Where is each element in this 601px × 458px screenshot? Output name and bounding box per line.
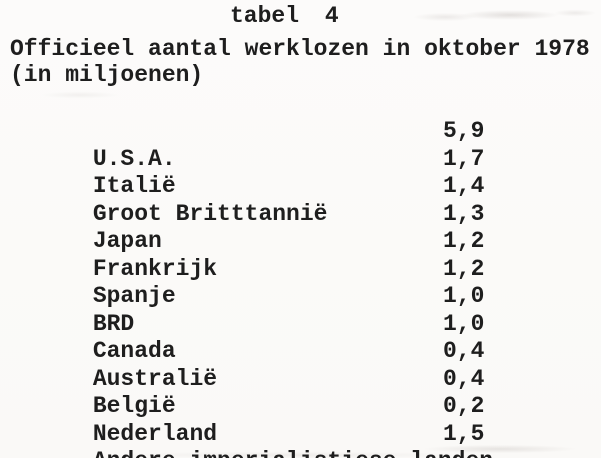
- country-cell: Groot Britttannië: [92, 200, 328, 227]
- table-row: Frankrijk 1,2: [10, 228, 591, 282]
- table-row: Canada 1,0: [10, 310, 591, 365]
- table-row: België 0,4: [10, 365, 591, 420]
- value-cell: 1,4: [443, 173, 485, 199]
- value-cell: 0,4: [443, 365, 485, 392]
- document-heading: Officieel aantal werklozen in oktober 19…: [10, 36, 590, 62]
- table-row: Spanje 1,2: [10, 255, 591, 310]
- value-cell: 1,5: [443, 420, 485, 447]
- country-cell: U.S.A.: [92, 145, 176, 172]
- country-cell: Andere imperialistiese landen: [93, 448, 493, 458]
- value-cell: 1,3: [443, 200, 485, 227]
- value-cell: 0,2: [443, 393, 485, 419]
- table-row: Groot Britttannië 1,4: [10, 173, 591, 227]
- country-cell: Nederland: [92, 420, 218, 447]
- value-cell: 5,9: [443, 118, 485, 144]
- table-row: Nederland 0,2: [10, 393, 591, 447]
- value-cell: 0,4: [443, 338, 485, 364]
- table-row: BRD 1,0: [10, 283, 591, 337]
- value-cell: 1,0: [443, 283, 485, 309]
- value-cell: 1,2: [443, 255, 485, 282]
- table-row: Japan 1,3: [10, 200, 591, 255]
- country-cell: Spanje: [92, 283, 176, 309]
- table-row: Australië 0,4: [10, 338, 591, 392]
- table-row: Andere imperialistiese landen 1,5: [10, 420, 591, 458]
- unemployment-table: U.S.A. 5,9 Italië 1,7 Groot Britttannië …: [10, 118, 591, 458]
- table-row: Italië 1,7: [10, 145, 591, 200]
- country-cell: België: [92, 393, 176, 419]
- value-cell: 1,2: [443, 228, 485, 254]
- document-title: tabel 4: [230, 3, 339, 29]
- country-cell: Frankrijk: [92, 255, 218, 282]
- table-row: U.S.A. 5,9: [10, 118, 591, 172]
- value-cell: 1,0: [443, 310, 485, 337]
- country-cell: BRD: [92, 310, 135, 337]
- unit-note: (in miljoenen): [10, 62, 204, 88]
- country-cell: Canada: [92, 338, 176, 364]
- value-cell: 1,7: [443, 145, 485, 172]
- country-cell: Australië: [92, 365, 218, 392]
- country-cell: Italië: [92, 173, 176, 199]
- country-cell: Japan: [92, 228, 162, 254]
